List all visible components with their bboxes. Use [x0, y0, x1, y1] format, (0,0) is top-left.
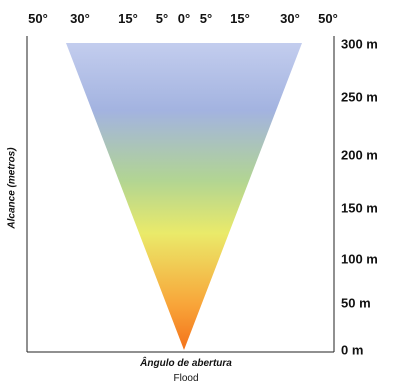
range-label-300: 300 m — [341, 36, 378, 52]
angle-label-center-0: 0° — [177, 11, 191, 26]
range-label-100: 100 m — [341, 251, 378, 267]
x-axis-label: Ângulo de abertura — [140, 358, 232, 369]
range-label-150: 150 m — [341, 200, 378, 216]
angle-label-right-50: 50° — [318, 11, 338, 26]
angle-label-left-5: 5° — [155, 11, 169, 26]
angle-label-right-30: 30° — [280, 11, 300, 26]
angle-label-left-30: 30° — [70, 11, 90, 26]
angle-label-right-15: 15° — [230, 11, 250, 26]
range-label-200: 200 m — [341, 147, 378, 163]
range-label-50: 50 m — [341, 295, 371, 311]
angle-label-right-5: 5° — [199, 11, 213, 26]
angle-label-left-50: 50° — [28, 11, 48, 26]
range-label-250: 250 m — [341, 89, 378, 105]
y-axis-label: Alcance (metros) — [6, 147, 18, 229]
range-label-0: 0 m — [341, 342, 364, 358]
beam-type-label: Flood — [173, 373, 199, 384]
angle-label-left-15: 15° — [118, 11, 138, 26]
beam-cone — [66, 43, 302, 350]
